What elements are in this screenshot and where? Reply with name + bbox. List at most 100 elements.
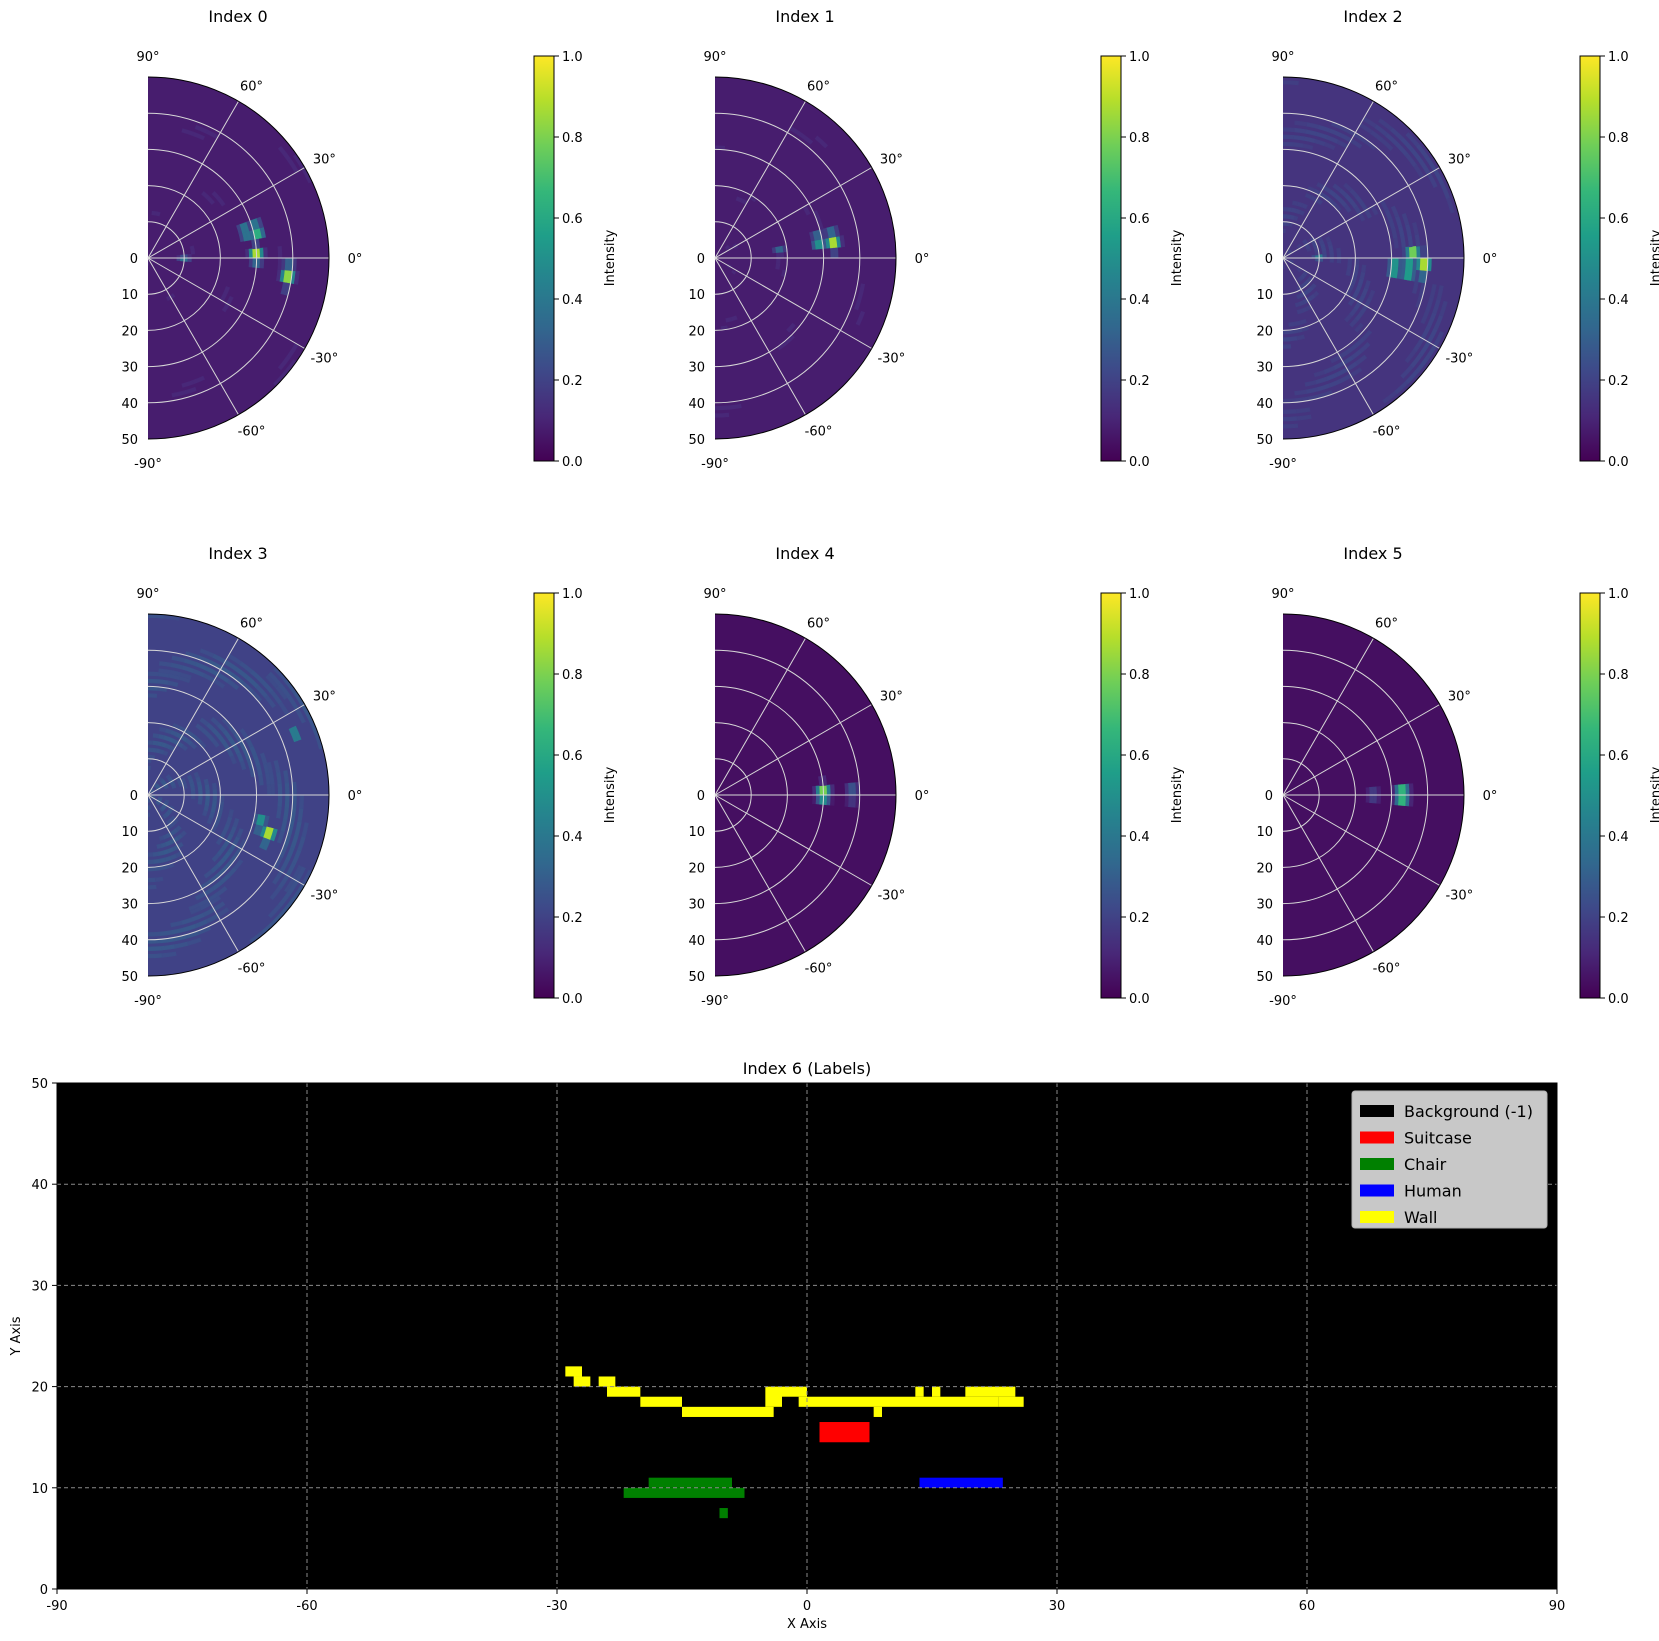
label-region-wall: [765, 1387, 782, 1407]
heatmap-cell: [205, 800, 209, 806]
heatmap-cell: [1370, 795, 1374, 803]
legend-entry: Background (-1): [1404, 1102, 1533, 1121]
angle-tick-label: 0°: [915, 789, 930, 804]
heatmap-cell: [1283, 215, 1287, 219]
heatmap-cell: [148, 860, 154, 864]
heatmap-cell: [153, 734, 159, 738]
angle-tick-label: 60°: [240, 617, 263, 632]
colorbar-tick-label: 0.8: [1129, 131, 1150, 146]
x-tick-label: -30: [546, 1599, 567, 1614]
heatmap-cell: [1283, 229, 1286, 233]
colorbar-tick-label: 0.2: [1129, 911, 1150, 926]
heatmap-cell: [204, 805, 209, 811]
label-region-wall: [1007, 1397, 1024, 1407]
heatmap-cell: [816, 795, 820, 804]
legend-entry: Chair: [1404, 1155, 1447, 1174]
angle-tick-label: 60°: [807, 617, 830, 632]
colorbar-tick-label: 0.0: [562, 992, 583, 1007]
heatmap-cell: [154, 859, 160, 863]
heatmap-cell: [299, 795, 303, 809]
heatmap-cell: [153, 852, 159, 856]
colorbar-tick-label: 0.4: [1608, 830, 1629, 845]
colorbar-tick-label: 0.0: [1129, 455, 1150, 470]
colorbar-tick-label: 0.0: [1129, 992, 1150, 1007]
radial-tick-label: 20: [688, 324, 705, 339]
colorbar-tick-label: 0.4: [562, 293, 583, 308]
angle-tick-label: -60°: [238, 424, 266, 439]
polar-panel-0: Index 090°60°30°0°-30°-60°-90°0102030405…: [121, 7, 618, 472]
colorbar: [1580, 56, 1600, 461]
heatmap-cell: [776, 258, 780, 264]
heatmap-cell: [206, 795, 210, 800]
label-region-chair: [624, 1488, 745, 1498]
colorbar-tick-label: 0.8: [1129, 668, 1150, 683]
heatmap-cell: [148, 748, 152, 752]
radial-tick-label: 50: [121, 433, 138, 448]
heatmap-cell: [204, 779, 209, 785]
radial-tick-label: 10: [121, 288, 138, 303]
colorbar-tick-label: 1.0: [1129, 50, 1150, 65]
polar-panel-5: Index 590°60°30°0°-30°-60°-90°0102030405…: [1256, 544, 1659, 1009]
heatmap-cell: [1377, 786, 1381, 795]
angle-tick-label: 60°: [240, 80, 263, 95]
heatmap-cell: [1283, 207, 1287, 211]
angle-tick-label: 60°: [807, 80, 830, 95]
heatmap-cell: [1283, 142, 1293, 146]
colorbar-label: Intensity: [1170, 766, 1185, 823]
angle-tick-label: -90°: [701, 994, 729, 1009]
angle-tick-label: -30°: [877, 352, 905, 367]
colorbar-tick-label: 0.8: [562, 668, 583, 683]
colorbar-tick-label: 0.8: [1608, 131, 1629, 146]
heatmap-cell: [1370, 787, 1374, 795]
angle-tick-label: 90°: [1271, 50, 1294, 65]
panel-title: Index 4: [775, 544, 834, 563]
legend-swatch: [1360, 1211, 1394, 1223]
angle-tick-label: 60°: [1375, 80, 1398, 95]
y-tick-label: 10: [31, 1482, 48, 1497]
legend-entry: Human: [1404, 1182, 1462, 1201]
colorbar-tick-label: 0.4: [1129, 293, 1150, 308]
legend-swatch: [1360, 1185, 1394, 1197]
polar-panel-3: Index 390°60°30°0°-30°-60°-90°0102030405…: [121, 544, 618, 1009]
colorbar: [534, 56, 554, 461]
heatmap-cell: [830, 785, 834, 795]
radial-tick-label: 20: [1256, 861, 1273, 876]
colorbar-tick-label: 1.0: [562, 50, 583, 65]
colorbar-tick-label: 0.8: [1608, 668, 1629, 683]
x-tick-label: -90: [46, 1599, 67, 1614]
label-region-wall: [874, 1407, 882, 1417]
colorbar-tick-label: 0.6: [562, 749, 583, 764]
polar-panel-2: Index 290°60°30°0°-30°-60°-90°0102030405…: [1256, 7, 1659, 472]
angle-tick-label: 30°: [880, 690, 903, 705]
heatmap-cell: [830, 795, 834, 805]
colorbar-tick-label: 0.2: [1608, 911, 1629, 926]
label-region-wall: [965, 1387, 1015, 1397]
heatmap-cell: [249, 258, 253, 267]
heatmap-cell: [1286, 215, 1290, 219]
panel-title: Index 5: [1343, 544, 1402, 563]
heatmap-cell: [148, 946, 162, 950]
x-tick-label: 90: [1549, 1599, 1566, 1614]
legend-swatch: [1360, 1158, 1394, 1170]
heatmap-cell: [148, 813, 150, 817]
radial-tick-label: 0: [1265, 252, 1273, 267]
angle-tick-label: -60°: [1373, 961, 1401, 976]
radial-tick-label: 20: [688, 861, 705, 876]
radial-tick-label: 0: [697, 252, 705, 267]
angle-tick-label: -30°: [1445, 352, 1473, 367]
y-axis-label: Y Axis: [9, 1316, 24, 1356]
heatmap-cell: [1377, 795, 1381, 804]
heatmap-cell: [198, 790, 202, 795]
colorbar: [1101, 56, 1121, 461]
angle-tick-label: -30°: [310, 889, 338, 904]
angle-tick-label: -30°: [1445, 889, 1473, 904]
angle-tick-label: 90°: [703, 587, 726, 602]
radial-tick-label: 40: [688, 397, 705, 412]
colorbar-tick-label: 0.2: [562, 374, 583, 389]
colorbar-label: Intensity: [1649, 766, 1659, 823]
angle-tick-label: 30°: [1448, 690, 1471, 705]
heatmap-cell: [1330, 258, 1334, 262]
heatmap-cell: [158, 734, 164, 739]
